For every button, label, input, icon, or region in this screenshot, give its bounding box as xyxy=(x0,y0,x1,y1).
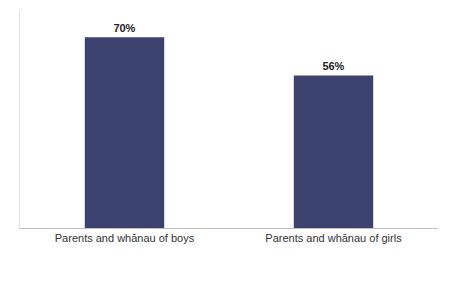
svg-text:Parents and whānau of girls: Parents and whānau of girls xyxy=(265,232,402,244)
svg-text:70%: 70% xyxy=(113,22,135,34)
svg-text:56%: 56% xyxy=(322,60,344,72)
svg-text:Parents and whānau of boys: Parents and whānau of boys xyxy=(55,232,195,244)
